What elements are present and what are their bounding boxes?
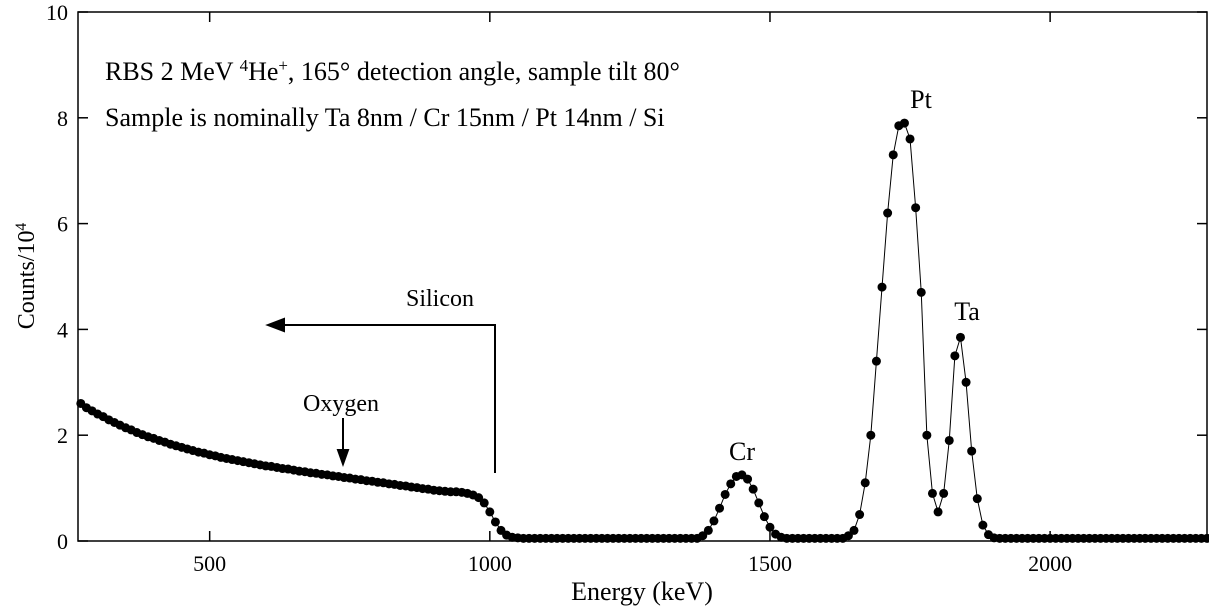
data-point <box>871 356 881 366</box>
superscript: 4 <box>13 223 30 231</box>
data-line <box>80 122 1207 539</box>
y-tick-label: 2 <box>57 423 68 448</box>
y-tick-label: 0 <box>57 529 68 554</box>
data-point <box>972 494 982 504</box>
data-point <box>754 498 764 508</box>
data-point <box>927 488 937 498</box>
annotation: Pt <box>910 85 932 114</box>
data-point <box>849 525 859 535</box>
data-point <box>748 484 758 494</box>
data-point <box>877 282 887 292</box>
x-tick-label: 1000 <box>468 551 512 576</box>
data-point <box>474 493 484 503</box>
annotation: Cr <box>729 437 755 466</box>
data-point <box>916 287 926 297</box>
text-part: He <box>248 57 278 86</box>
annotation: Oxygen <box>303 391 379 417</box>
data-point <box>899 118 909 128</box>
chart-subtitle: Sample is nominally Ta 8nm / Cr 15nm / P… <box>105 103 665 132</box>
text-part: RBS 2 MeV <box>105 57 240 86</box>
data-point <box>967 446 977 456</box>
y-tick-label: 8 <box>57 106 68 131</box>
y-tick-label: 10 <box>46 0 68 25</box>
x-tick-label: 1500 <box>748 551 792 576</box>
x-tick-label: 2000 <box>1028 551 1072 576</box>
data-point <box>726 479 736 489</box>
arrow-head <box>336 449 350 467</box>
text-part: , 165° detection angle, sample tilt 80° <box>288 57 680 86</box>
x-tick-label: 500 <box>193 551 226 576</box>
y-tick-label: 4 <box>57 317 68 342</box>
data-point <box>479 498 489 508</box>
y-axis-label: Counts/104 <box>13 223 41 330</box>
data-point <box>743 474 753 484</box>
annotation: Ta <box>954 297 980 326</box>
silicon-arrow <box>280 324 496 473</box>
data-point <box>888 150 898 160</box>
data-point <box>950 351 960 361</box>
data-point <box>922 430 932 440</box>
data-point <box>955 332 965 342</box>
data-point <box>905 134 915 144</box>
data-point <box>883 208 893 218</box>
annotation-arrows <box>265 317 496 473</box>
data-point <box>709 516 719 526</box>
superscript: 4 <box>240 56 249 75</box>
data-point <box>860 478 870 488</box>
data-point <box>933 507 943 517</box>
data-point <box>720 489 730 499</box>
data-point <box>703 525 713 535</box>
arrow-head <box>265 317 285 333</box>
data-point <box>698 531 708 541</box>
data-point <box>961 377 971 387</box>
data-point <box>490 517 500 527</box>
y-tick-label: 6 <box>57 212 68 237</box>
annotation: Silicon <box>406 286 474 312</box>
data-point <box>1202 533 1209 543</box>
data-point <box>978 520 988 530</box>
data-point <box>944 435 954 445</box>
superscript: + <box>278 56 288 75</box>
data-point <box>939 488 949 498</box>
data-point <box>715 503 725 513</box>
x-axis-label: Energy (keV) <box>571 577 713 606</box>
data-point <box>485 507 495 517</box>
data-point <box>843 531 853 541</box>
data-point <box>759 512 769 522</box>
chart-title: RBS 2 MeV 4He+, 165° detection angle, sa… <box>105 56 680 87</box>
data-point <box>911 203 921 213</box>
data-point <box>855 510 865 520</box>
text-part: Counts/10 <box>14 231 40 330</box>
data-point <box>765 522 775 532</box>
data-point <box>866 430 876 440</box>
